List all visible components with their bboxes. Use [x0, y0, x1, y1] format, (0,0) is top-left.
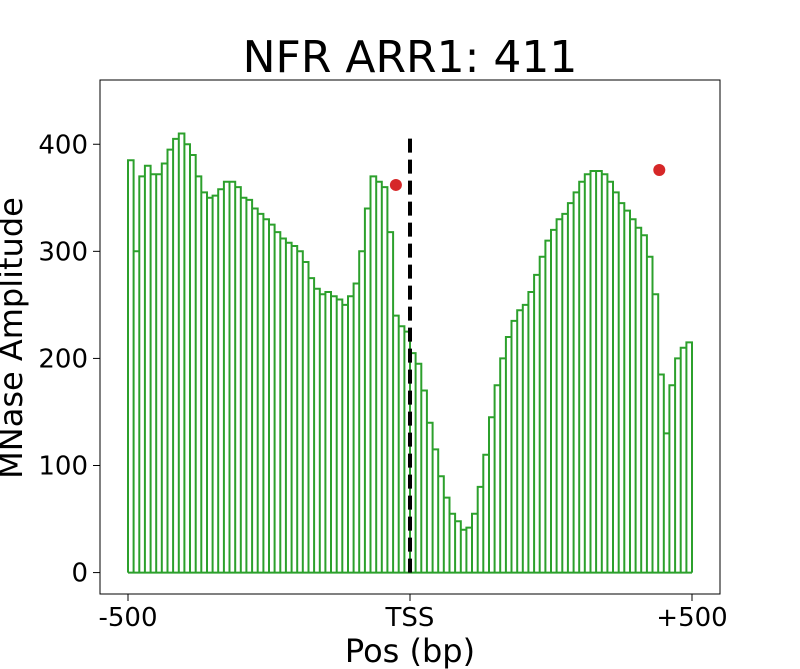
y-tick-label-2: 200 [38, 344, 88, 374]
y-tick-label-3: 300 [38, 237, 88, 267]
x-tick-layer: -500 TSS +500 [98, 594, 728, 633]
x-tick-label-2: +500 [656, 603, 727, 633]
y-axis-label: MNase Amplitude [0, 197, 30, 479]
chart-title: NFR ARR1: 411 [243, 32, 578, 83]
y-tick-layer: 0 100 200 300 400 [38, 130, 100, 589]
y-tick-label-0: 0 [71, 559, 88, 589]
peak-marker-1 [653, 163, 666, 176]
peak-marker-0 [389, 178, 402, 191]
x-tick-label-1: TSS [385, 603, 435, 633]
x-axis-label: Pos (bp) [345, 632, 475, 669]
y-tick-label-1: 100 [38, 452, 88, 482]
y-tick-label-4: 400 [38, 130, 88, 160]
x-tick-label-0: -500 [98, 603, 157, 633]
marker-layer [389, 163, 666, 191]
